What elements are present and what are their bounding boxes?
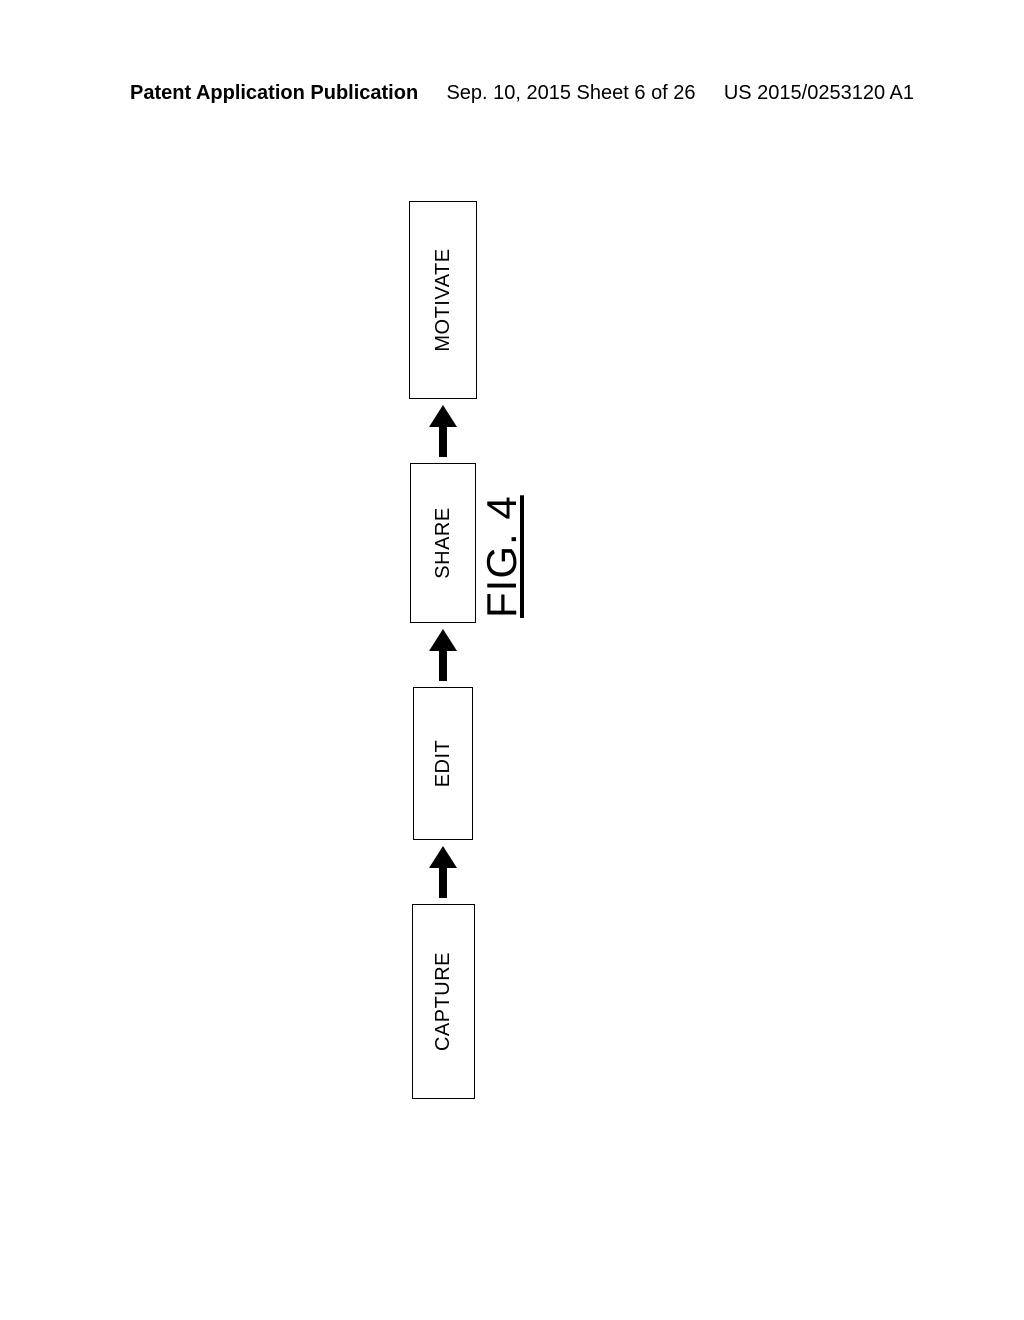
flow-arrow xyxy=(429,846,457,898)
flow-box-n1: CAPTURE xyxy=(412,904,475,1099)
page-header: Patent Application Publication Sep. 10, … xyxy=(0,82,1024,105)
figure-label: FIG. 4 xyxy=(478,495,526,618)
header-right: US 2015/0253120 A1 xyxy=(724,82,914,105)
flow-arrow xyxy=(429,629,457,681)
flow-arrow xyxy=(429,405,457,457)
flow-diagram: CAPTURE EDIT SHARE MOTIVATE xyxy=(383,172,503,1128)
flow-box-n3: SHARE xyxy=(410,463,476,623)
header-left: Patent Application Publication xyxy=(130,82,418,105)
flow-box-n4: MOTIVATE xyxy=(409,201,477,399)
flow-row: CAPTURE EDIT SHARE MOTIVATE xyxy=(409,201,477,1099)
flow-box-n2: EDIT xyxy=(413,687,473,840)
header-mid: Sep. 10, 2015 Sheet 6 of 26 xyxy=(446,82,695,105)
